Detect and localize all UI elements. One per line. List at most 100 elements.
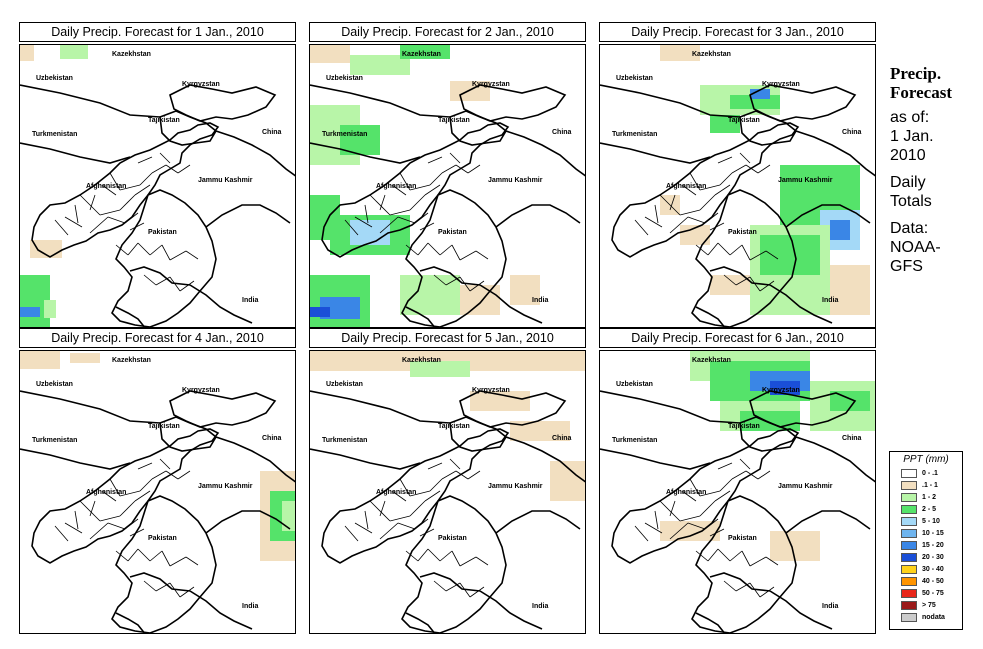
province-line bbox=[439, 244, 453, 256]
legend-label: 15 - 20 bbox=[922, 542, 944, 549]
province-line bbox=[409, 184, 431, 191]
province-line bbox=[634, 525, 649, 542]
border-line bbox=[785, 204, 871, 228]
province-line bbox=[741, 244, 751, 261]
province-line bbox=[179, 586, 195, 598]
precip-cell bbox=[470, 391, 530, 411]
map-label-afghanistan: Afghanistan bbox=[376, 183, 417, 190]
province-line bbox=[719, 172, 733, 186]
border-line bbox=[611, 428, 800, 564]
map-label-jammu-kashmir: Jammu Kashmir bbox=[198, 177, 253, 184]
precip-map: Kazekhstan Uzbekistan Kyrgyzstan Tajikistan… bbox=[309, 44, 586, 328]
border-line bbox=[31, 428, 220, 564]
map-label-kyrgyzstan: Kyrgyzstan bbox=[472, 387, 510, 394]
province-line bbox=[414, 518, 429, 530]
province-line bbox=[687, 216, 706, 224]
border-line bbox=[449, 416, 508, 452]
province-line bbox=[654, 204, 659, 224]
province-line bbox=[459, 556, 477, 567]
province-line bbox=[757, 470, 771, 480]
province-line bbox=[129, 528, 145, 537]
map-label-china: China bbox=[552, 129, 572, 136]
province-line bbox=[129, 222, 145, 231]
province-line bbox=[427, 462, 443, 470]
map-label-india: India bbox=[532, 603, 549, 610]
province-line bbox=[644, 522, 663, 534]
map-label-kyrgyzstan: Kyrgyzstan bbox=[762, 387, 800, 394]
border-line bbox=[111, 189, 217, 327]
province-line bbox=[441, 470, 457, 480]
province-line bbox=[107, 216, 126, 224]
border-line bbox=[115, 306, 146, 327]
border-line bbox=[600, 448, 711, 470]
map-label-tajikistan: Tajikistan bbox=[438, 423, 470, 430]
map-label-china: China bbox=[552, 435, 572, 442]
province-line bbox=[757, 164, 771, 174]
province-line bbox=[729, 244, 743, 256]
province-line bbox=[634, 219, 649, 236]
province-line bbox=[417, 548, 429, 562]
province-line bbox=[427, 156, 443, 164]
precip-map: Kazekhstan Uzbekistan Kyrgyzstan Tajikistan… bbox=[19, 350, 296, 634]
province-line bbox=[409, 490, 431, 497]
map-label-pakistan: Pakistan bbox=[438, 229, 467, 236]
province-line bbox=[115, 550, 129, 562]
province-line bbox=[101, 184, 117, 196]
province-line bbox=[64, 522, 83, 534]
province-line bbox=[379, 194, 386, 211]
legend-swatch bbox=[901, 469, 917, 478]
province-line bbox=[765, 250, 779, 260]
province-line bbox=[699, 184, 721, 191]
province-line bbox=[177, 470, 191, 480]
legend-label: 1 - 2 bbox=[922, 494, 937, 501]
country-borders bbox=[310, 84, 585, 327]
province-line bbox=[687, 522, 706, 530]
data-line3: GFS bbox=[890, 258, 923, 275]
map-label-tajikistan: Tajikistan bbox=[728, 117, 760, 124]
province-line bbox=[101, 490, 117, 502]
province-line bbox=[459, 250, 477, 261]
province-line bbox=[451, 244, 461, 261]
province-line bbox=[389, 515, 411, 522]
border-line bbox=[695, 612, 726, 633]
map-label-pakistan: Pakistan bbox=[148, 535, 177, 542]
province-line bbox=[137, 548, 151, 562]
precip-cell bbox=[70, 353, 100, 363]
asof-line3: 2010 bbox=[890, 147, 926, 164]
map-label-kazakhstan: Kazekhstan bbox=[112, 357, 151, 364]
province-line bbox=[151, 164, 167, 174]
province-line bbox=[54, 219, 69, 236]
precip-cell bbox=[350, 220, 390, 245]
sidebar-title-line1: Precip. bbox=[890, 64, 942, 83]
map-label-pakistan: Pakistan bbox=[728, 535, 757, 542]
map-label-india: India bbox=[242, 297, 259, 304]
border-line bbox=[419, 572, 543, 630]
border-line bbox=[115, 612, 146, 633]
province-line bbox=[424, 490, 441, 502]
province-line bbox=[741, 550, 751, 567]
border-line bbox=[495, 510, 581, 534]
map-label-turkmenistan: Turkmenistan bbox=[612, 131, 658, 138]
map-canvas bbox=[20, 351, 295, 633]
border-line bbox=[205, 204, 291, 228]
map-label-jammu-kashmir: Jammu Kashmir bbox=[198, 483, 253, 490]
map-label-afghanistan: Afghanistan bbox=[86, 489, 127, 496]
province-line bbox=[127, 548, 139, 562]
province-line bbox=[427, 242, 441, 256]
province-line bbox=[723, 274, 737, 286]
map-label-india: India bbox=[822, 297, 839, 304]
border-line bbox=[449, 110, 508, 146]
province-line bbox=[409, 194, 426, 211]
province-line bbox=[717, 242, 731, 256]
province-line bbox=[717, 462, 733, 470]
precip-cell bbox=[830, 220, 850, 240]
province-line bbox=[679, 515, 701, 522]
map-label-afghanistan: Afghanistan bbox=[376, 489, 417, 496]
panel-title: Daily Precip. Forecast for 3 Jan., 2010 bbox=[599, 22, 876, 42]
province-line bbox=[391, 490, 407, 502]
province-line bbox=[445, 582, 461, 592]
province-line bbox=[79, 500, 101, 522]
province-line bbox=[161, 550, 171, 567]
precip-field bbox=[310, 45, 540, 327]
province-line bbox=[689, 478, 701, 497]
